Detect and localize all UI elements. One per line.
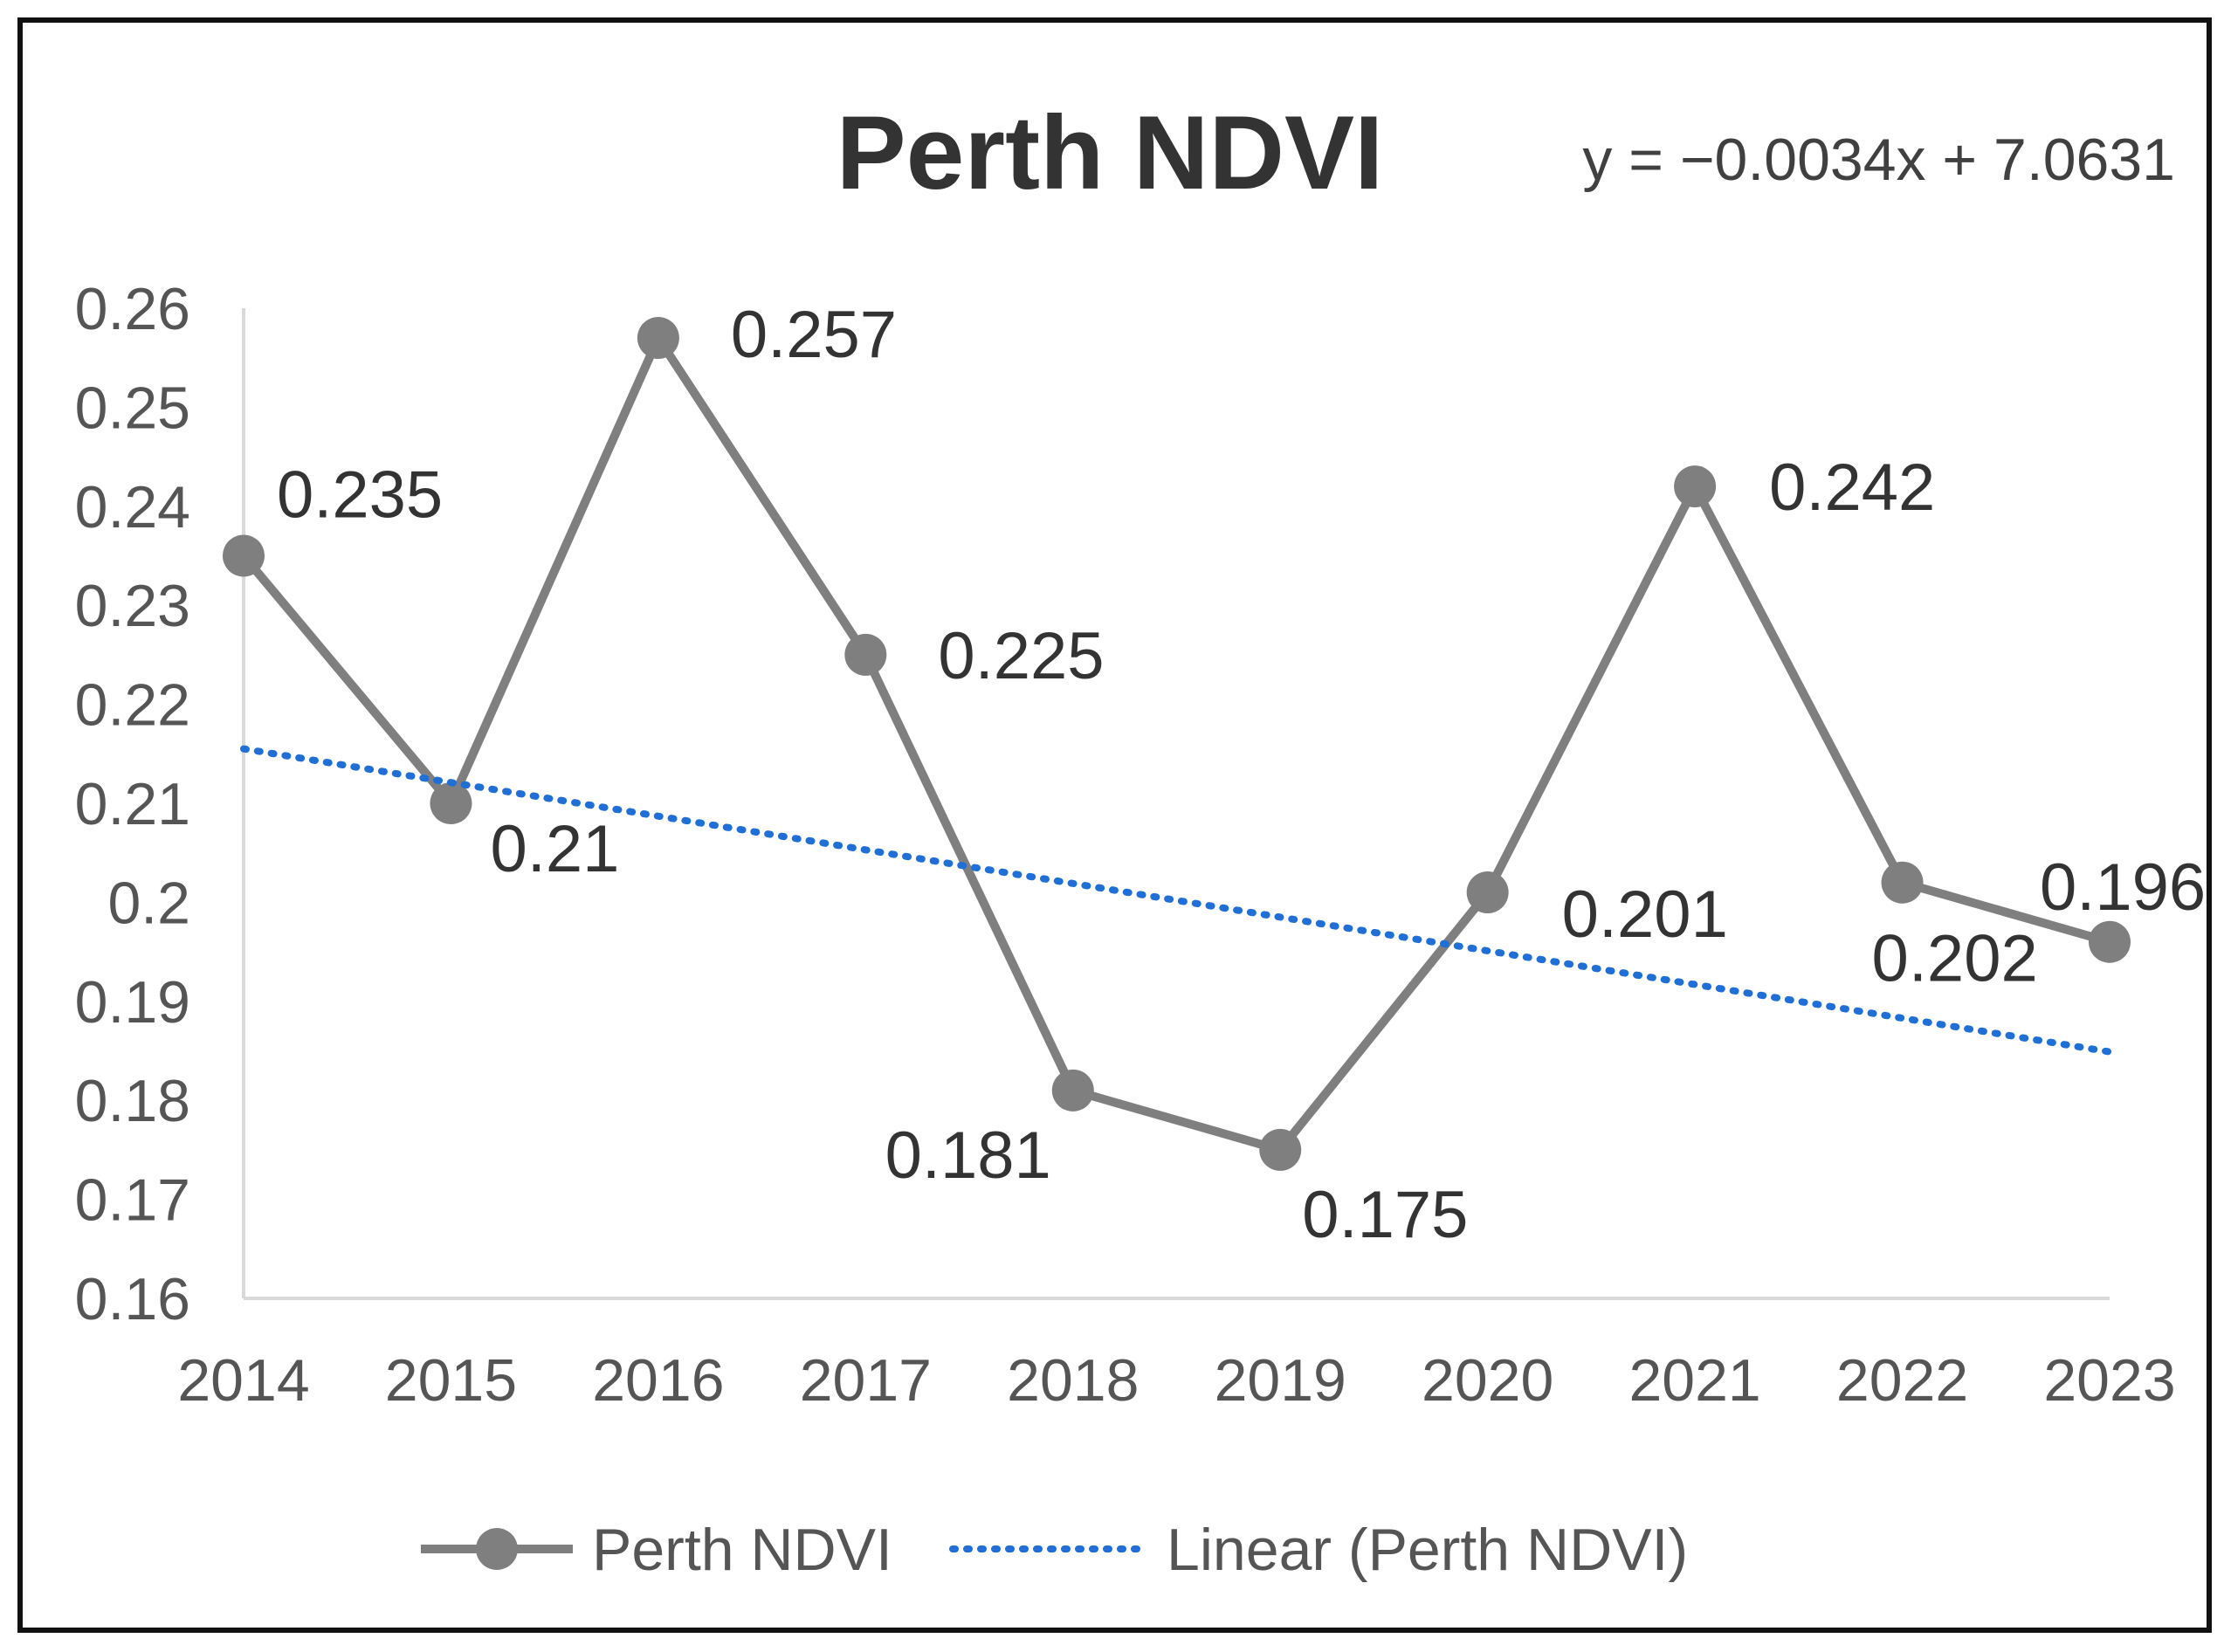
- y-tick-label: 0.23: [75, 573, 190, 639]
- y-tick-label: 0.19: [75, 969, 190, 1036]
- y-tick-label: 0.16: [75, 1266, 190, 1332]
- legend-trendline-label: Linear (Perth NDVI): [1167, 1517, 1688, 1583]
- x-tick-label: 2019: [1215, 1347, 1346, 1414]
- ndvi-line-chart: Perth NDVI y = −0.0034x + 7.0631 0.260.2…: [75, 94, 2207, 1583]
- axes: [242, 308, 2110, 1300]
- trendline-equation: y = −0.0034x + 7.0631: [1582, 127, 2175, 193]
- trendline-linear: [240, 745, 2113, 1056]
- data-point-marker: [223, 534, 265, 577]
- data-point-marker: [1674, 465, 1717, 508]
- x-tick-label: 2022: [1836, 1347, 1968, 1414]
- data-label: 0.175: [1302, 1178, 1468, 1252]
- x-tick-label: 2021: [1628, 1347, 1760, 1414]
- legend-series-label: Perth NDVI: [592, 1517, 892, 1583]
- y-axis-ticks: 0.26 0.25 0.24 0.23 0.22 0.21 0.2 0.19 0.18 0.17 0…: [75, 276, 190, 1332]
- data-point-marker: [1466, 871, 1509, 914]
- x-tick-label: 2015: [385, 1347, 517, 1414]
- data-label: 0.21: [490, 812, 619, 886]
- y-tick-label: 0.25: [75, 375, 190, 441]
- x-tick-label: 2016: [592, 1347, 724, 1414]
- series-line-perth-ndvi: [240, 334, 2111, 1154]
- data-label: 0.242: [1769, 451, 1935, 525]
- data-label: 0.201: [1562, 878, 1728, 952]
- x-tick-label: 2020: [1422, 1347, 1553, 1414]
- trendline-layer: [240, 745, 2113, 1056]
- data-label: 0.196: [2040, 850, 2206, 925]
- y-tick-label: 0.26: [75, 276, 190, 342]
- data-labels-layer: 0.235 0.21 0.257 0.225 0.181 0.175 0.201 0.242 0…: [277, 298, 2206, 1252]
- x-tick-label: 2018: [1007, 1347, 1139, 1414]
- data-label: 0.202: [1872, 922, 2038, 996]
- data-label: 0.225: [938, 619, 1104, 693]
- y-tick-label: 0.22: [75, 672, 190, 739]
- data-label: 0.257: [731, 298, 897, 372]
- data-point-marker: [1259, 1128, 1302, 1171]
- data-point-marker: [2089, 920, 2131, 963]
- data-point-marker: [844, 633, 887, 676]
- y-tick-label: 0.21: [75, 771, 190, 837]
- chart-title: Perth NDVI: [837, 94, 1384, 211]
- data-label: 0.235: [277, 458, 443, 533]
- data-point-marker: [1051, 1069, 1094, 1112]
- y-tick-label: 0.2: [107, 870, 190, 936]
- series-layer: [223, 317, 2131, 1171]
- y-tick-label: 0.17: [75, 1167, 190, 1234]
- x-tick-label: 2023: [2043, 1347, 2175, 1414]
- y-tick-label: 0.24: [75, 474, 190, 540]
- data-point-marker: [430, 782, 472, 824]
- data-point-marker: [1881, 861, 1924, 904]
- x-tick-label: 2014: [177, 1347, 309, 1414]
- y-tick-label: 0.18: [75, 1068, 190, 1134]
- chart-frame: Perth NDVI y = −0.0034x + 7.0631 0.26 0.2…: [17, 17, 2212, 1633]
- legend: Perth NDVI Linear (Perth NDVI): [421, 1517, 1688, 1583]
- x-axis-ticks: 2014 2015 2016 2017 2018 2019 2020 2021 2022 2023: [177, 1347, 2175, 1414]
- data-point-marker: [637, 317, 679, 360]
- data-label: 0.181: [885, 1119, 1051, 1193]
- x-tick-label: 2017: [800, 1347, 932, 1414]
- legend-series-marker: [476, 1528, 518, 1570]
